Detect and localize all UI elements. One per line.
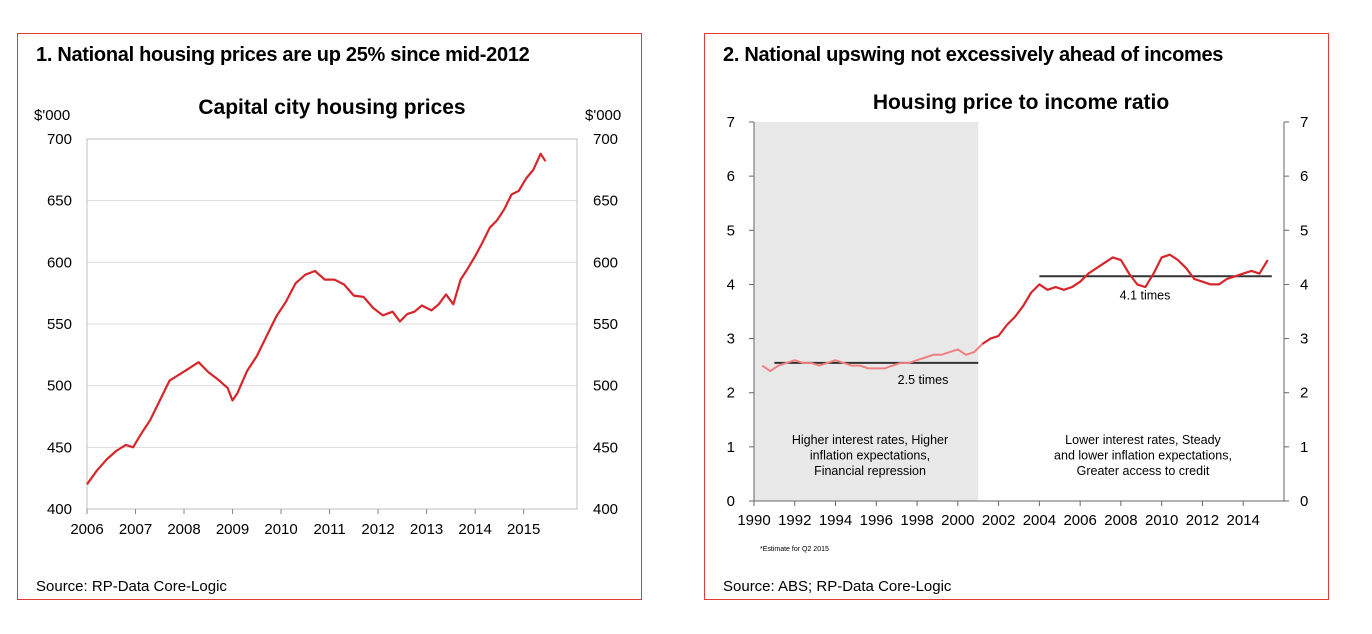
x-tick-label: 2012 — [1186, 512, 1219, 529]
y-tick-label-left: 400 — [47, 501, 72, 518]
annotation-right-line: Greater access to credit — [1077, 464, 1210, 478]
plot-frame — [86, 138, 578, 510]
y-tick-label-left: 6 — [727, 168, 735, 185]
chart-title: Housing price to income ratio — [873, 91, 1169, 114]
y-tick-label-right: 600 — [593, 254, 618, 271]
x-tick-label: 2002 — [982, 512, 1015, 529]
y-tick-label-right: 7 — [1300, 114, 1308, 131]
y-tick-label-right: 4 — [1300, 276, 1308, 293]
y-tick-label-right: 550 — [593, 316, 618, 333]
y-tick-label-right: 0 — [1300, 493, 1308, 510]
x-tick-label: 2014 — [1227, 512, 1260, 529]
panel-heading: 1. National housing prices are up 25% si… — [36, 44, 530, 66]
x-tick-label: 1998 — [900, 512, 933, 529]
line-chart-capital-city-prices: Capital city housing prices $'000 $'000 400… — [34, 96, 621, 538]
x-tick-label: 2012 — [361, 521, 394, 538]
x-tick-label: 2011 — [313, 521, 345, 538]
y-tick-label-left: 0 — [727, 493, 735, 510]
annotation-left-line: Higher interest rates, Higher — [792, 433, 948, 447]
x-tick-label: 2007 — [119, 521, 152, 538]
series-line-ratio-early — [761, 343, 984, 373]
y-tick-label-left: 600 — [47, 254, 72, 271]
annotation-right-line: Lower interest rates, Steady — [1065, 433, 1221, 447]
y-tick-label-left: 550 — [47, 316, 72, 333]
series-line-ratio-late — [981, 253, 1269, 345]
x-tick-label: 1990 — [737, 512, 770, 529]
chart-panel-price-income-ratio: 2. National upswing not excessively ahea… — [704, 33, 1329, 600]
x-tick-label: 2004 — [1023, 512, 1056, 529]
x-tick-label: 1992 — [778, 512, 811, 529]
y-tick-label-left: 1 — [727, 439, 735, 456]
x-tick-label: 2014 — [458, 521, 491, 538]
x-tick-label: 2008 — [167, 521, 200, 538]
series-line-housing-prices — [86, 152, 547, 485]
y-tick-label-left: 650 — [47, 193, 72, 210]
x-tick-label: 2006 — [1063, 512, 1096, 529]
average-label: 2.5 times — [898, 373, 949, 387]
x-tick-label: 2006 — [70, 521, 103, 538]
y-tick-label-left: 450 — [47, 439, 72, 456]
y-axis-unit-left: $'000 — [34, 107, 70, 124]
annotation-right-line: and lower inflation expectations, — [1054, 449, 1232, 463]
panel-heading: 2. National upswing not excessively ahea… — [723, 44, 1224, 66]
y-tick-label-left: 2 — [727, 385, 735, 402]
y-axis-unit-right: $'000 — [585, 107, 621, 124]
y-tick-label-left: 4 — [727, 276, 735, 293]
y-tick-label-right: 3 — [1300, 331, 1308, 348]
y-tick-label-left: 3 — [727, 331, 735, 348]
annotation-left-line: Financial repression — [814, 464, 926, 478]
annotation-left-line: inflation expectations, — [810, 449, 930, 463]
y-tick-label-right: 2 — [1300, 385, 1308, 402]
average-label: 4.1 times — [1120, 288, 1171, 302]
y-tick-label-right: 400 — [593, 501, 618, 518]
y-tick-label-right: 700 — [593, 131, 618, 148]
source-note: Source: ABS; RP-Data Core-Logic — [723, 578, 952, 595]
y-tick-label-left: 700 — [47, 131, 72, 148]
x-tick-label: 2010 — [264, 521, 297, 538]
source-note: Source: RP-Data Core-Logic — [36, 578, 227, 595]
x-tick-label: 1994 — [819, 512, 852, 529]
chart-title: Capital city housing prices — [198, 96, 465, 119]
y-tick-label-left: 500 — [47, 378, 72, 395]
y-tick-label-right: 450 — [593, 439, 618, 456]
chart-panel-housing-prices: 1. National housing prices are up 25% si… — [17, 33, 642, 600]
y-tick-label-right: 6 — [1300, 168, 1308, 185]
footnote: *Estimate for Q2 2015 — [760, 546, 829, 553]
x-tick-label: 2009 — [216, 521, 249, 538]
y-tick-label-right: 1 — [1300, 439, 1308, 456]
x-tick-label: 2013 — [410, 521, 443, 538]
x-tick-label: 1996 — [860, 512, 893, 529]
x-tick-label: 2010 — [1145, 512, 1178, 529]
shaded-period — [754, 122, 979, 501]
y-tick-label-right: 500 — [593, 378, 618, 395]
y-tick-label-right: 5 — [1300, 222, 1308, 239]
y-tick-label-left: 7 — [727, 114, 735, 131]
y-tick-label-right: 650 — [593, 193, 618, 210]
x-tick-label: 2015 — [507, 521, 540, 538]
x-tick-label: 2000 — [941, 512, 974, 529]
x-tick-label: 2008 — [1104, 512, 1137, 529]
line-chart-price-income-ratio: Housing price to income ratio 0 0 1 1 2 2 3 3 4 4 5… — [727, 91, 1309, 553]
y-tick-label-left: 5 — [727, 222, 735, 239]
